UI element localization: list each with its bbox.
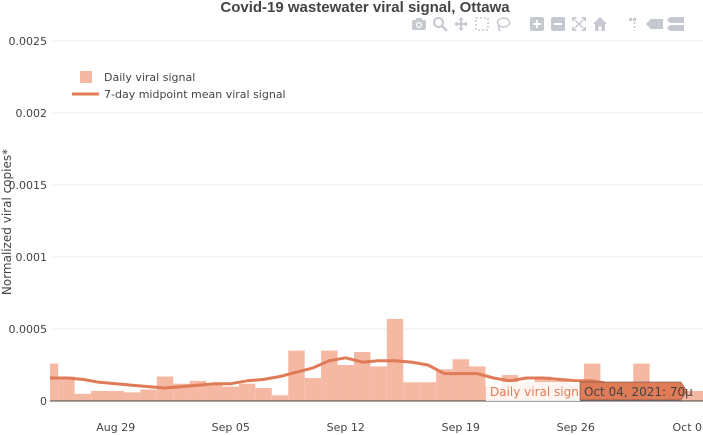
y-tick-label: 0.0005 [9, 323, 48, 336]
y-tick-label: 0.002 [16, 107, 48, 120]
legend-item-mean[interactable]: 7-day midpoint mean viral signal [72, 88, 286, 101]
x-tick-label: Sep 05 [212, 421, 250, 434]
zoom-in-icon[interactable] [528, 15, 546, 33]
y-tick-label: 0.001 [16, 251, 48, 264]
bar[interactable] [682, 390, 699, 401]
bar[interactable] [468, 366, 486, 401]
line-series [50, 356, 642, 390]
bar[interactable] [74, 393, 92, 401]
bar[interactable] [271, 395, 289, 401]
hover-series-label: Daily viral signal [490, 385, 590, 399]
legend-item-daily[interactable]: Daily viral signal [80, 71, 195, 84]
pan-icon[interactable] [452, 15, 470, 33]
mean-line[interactable] [50, 356, 642, 390]
bar[interactable] [91, 390, 108, 401]
hover-compare-icon[interactable] [667, 15, 685, 33]
bar[interactable] [370, 366, 387, 401]
grid-lines [50, 40, 703, 330]
chart-title: Covid-19 wastewater viral signal, Ottawa [220, 0, 510, 16]
spike-lines-icon[interactable] [625, 15, 643, 33]
bar[interactable] [337, 365, 354, 401]
legend[interactable]: Daily viral signal 7-day midpoint mean v… [72, 71, 286, 101]
bar[interactable] [304, 377, 322, 401]
bar[interactable] [58, 376, 75, 401]
bar[interactable] [206, 383, 223, 401]
x-tick-label: Sep 19 [442, 421, 480, 434]
bar[interactable] [436, 369, 453, 401]
bar[interactable] [123, 392, 141, 401]
legend-label-mean: 7-day midpoint mean viral signal [104, 88, 286, 101]
bar[interactable] [353, 352, 371, 401]
zoom-icon[interactable] [431, 15, 449, 33]
hover-value-box [579, 381, 688, 401]
bar[interactable] [452, 359, 469, 401]
bar[interactable] [698, 390, 703, 401]
home-icon[interactable] [591, 15, 609, 33]
x-tick-label: Sep 12 [327, 421, 365, 434]
y-tick-label: 0 [40, 395, 47, 408]
box-select-icon[interactable] [473, 15, 491, 33]
bar[interactable] [403, 382, 420, 401]
y-tick-labels: 0 0.0005 0.001 0.0015 0.002 0.0025 [9, 35, 48, 408]
hover-closest-icon[interactable] [646, 15, 664, 33]
y-tick-label: 0.0015 [9, 179, 48, 192]
autoscale-icon[interactable] [570, 15, 588, 33]
hover-value-label: Oct 04, 2021: 70µ [584, 385, 693, 399]
camera-icon[interactable] [410, 15, 428, 33]
bar[interactable] [107, 390, 124, 401]
bar[interactable] [140, 389, 157, 401]
bar[interactable] [238, 383, 256, 401]
bar[interactable] [222, 386, 239, 401]
x-tick-labels: Aug 29 Sep 05 Sep 12 Sep 19 Sep 26 Oct 03 [96, 421, 703, 434]
modebar [410, 14, 685, 34]
x-tick-label: Aug 29 [96, 421, 135, 434]
legend-bar-swatch [80, 71, 92, 83]
bar[interactable] [255, 388, 272, 401]
zoom-out-icon[interactable] [549, 15, 567, 33]
y-tick-label: 0.0025 [9, 35, 48, 48]
legend-label-daily: Daily viral signal [104, 71, 195, 84]
hover-label: Daily viral signal Oct 04, 2021: 70µ [486, 381, 693, 401]
hover-series-bg [486, 382, 580, 401]
lasso-icon[interactable] [494, 15, 512, 33]
x-tick-label: Sep 26 [557, 421, 595, 434]
y-axis-label: Normalized viral copies* [0, 149, 14, 295]
bar[interactable] [419, 382, 437, 401]
bar[interactable] [288, 350, 305, 401]
x-tick-label: Oct 03 [673, 421, 703, 434]
bar[interactable] [50, 363, 59, 401]
